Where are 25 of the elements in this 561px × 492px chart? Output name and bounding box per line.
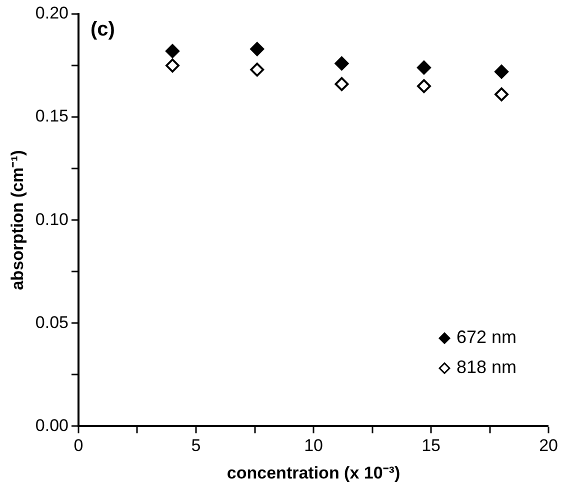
- annotation: (c): [90, 18, 115, 41]
- y-tick-label: 0.15: [35, 106, 68, 126]
- point: [416, 79, 431, 94]
- point: [494, 87, 509, 102]
- x-axis-title: concentration (x 10⁻³): [226, 463, 400, 482]
- point: [334, 56, 349, 70]
- legend-label: 672 nm: [456, 327, 517, 348]
- point: [250, 42, 264, 56]
- y-axis-title: absorption (cm⁻¹): [8, 150, 27, 290]
- legend-label: 818 nm: [456, 357, 517, 378]
- x-tick-label: 5: [191, 436, 201, 456]
- y-tick-label: 0.10: [35, 210, 68, 229]
- y-tick-label: 0.00: [35, 416, 68, 435]
- x-tick-label: 0: [74, 436, 84, 456]
- point: [334, 77, 349, 92]
- y-tick-label: 0.05: [35, 312, 68, 332]
- point: [494, 64, 509, 79]
- point: [166, 58, 180, 73]
- point: [250, 62, 264, 77]
- point: [416, 60, 431, 75]
- x-tick-label: 10: [304, 436, 323, 456]
- point: [166, 44, 180, 58]
- x-tick-label: 20: [539, 436, 558, 456]
- x-tick-label: 15: [422, 436, 440, 456]
- y-tick-label: 0.20: [35, 4, 68, 23]
